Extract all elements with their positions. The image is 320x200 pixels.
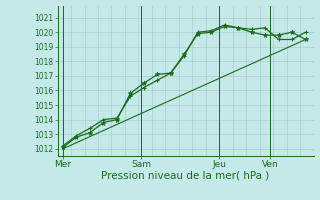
- X-axis label: Pression niveau de la mer( hPa ): Pression niveau de la mer( hPa ): [101, 171, 270, 181]
